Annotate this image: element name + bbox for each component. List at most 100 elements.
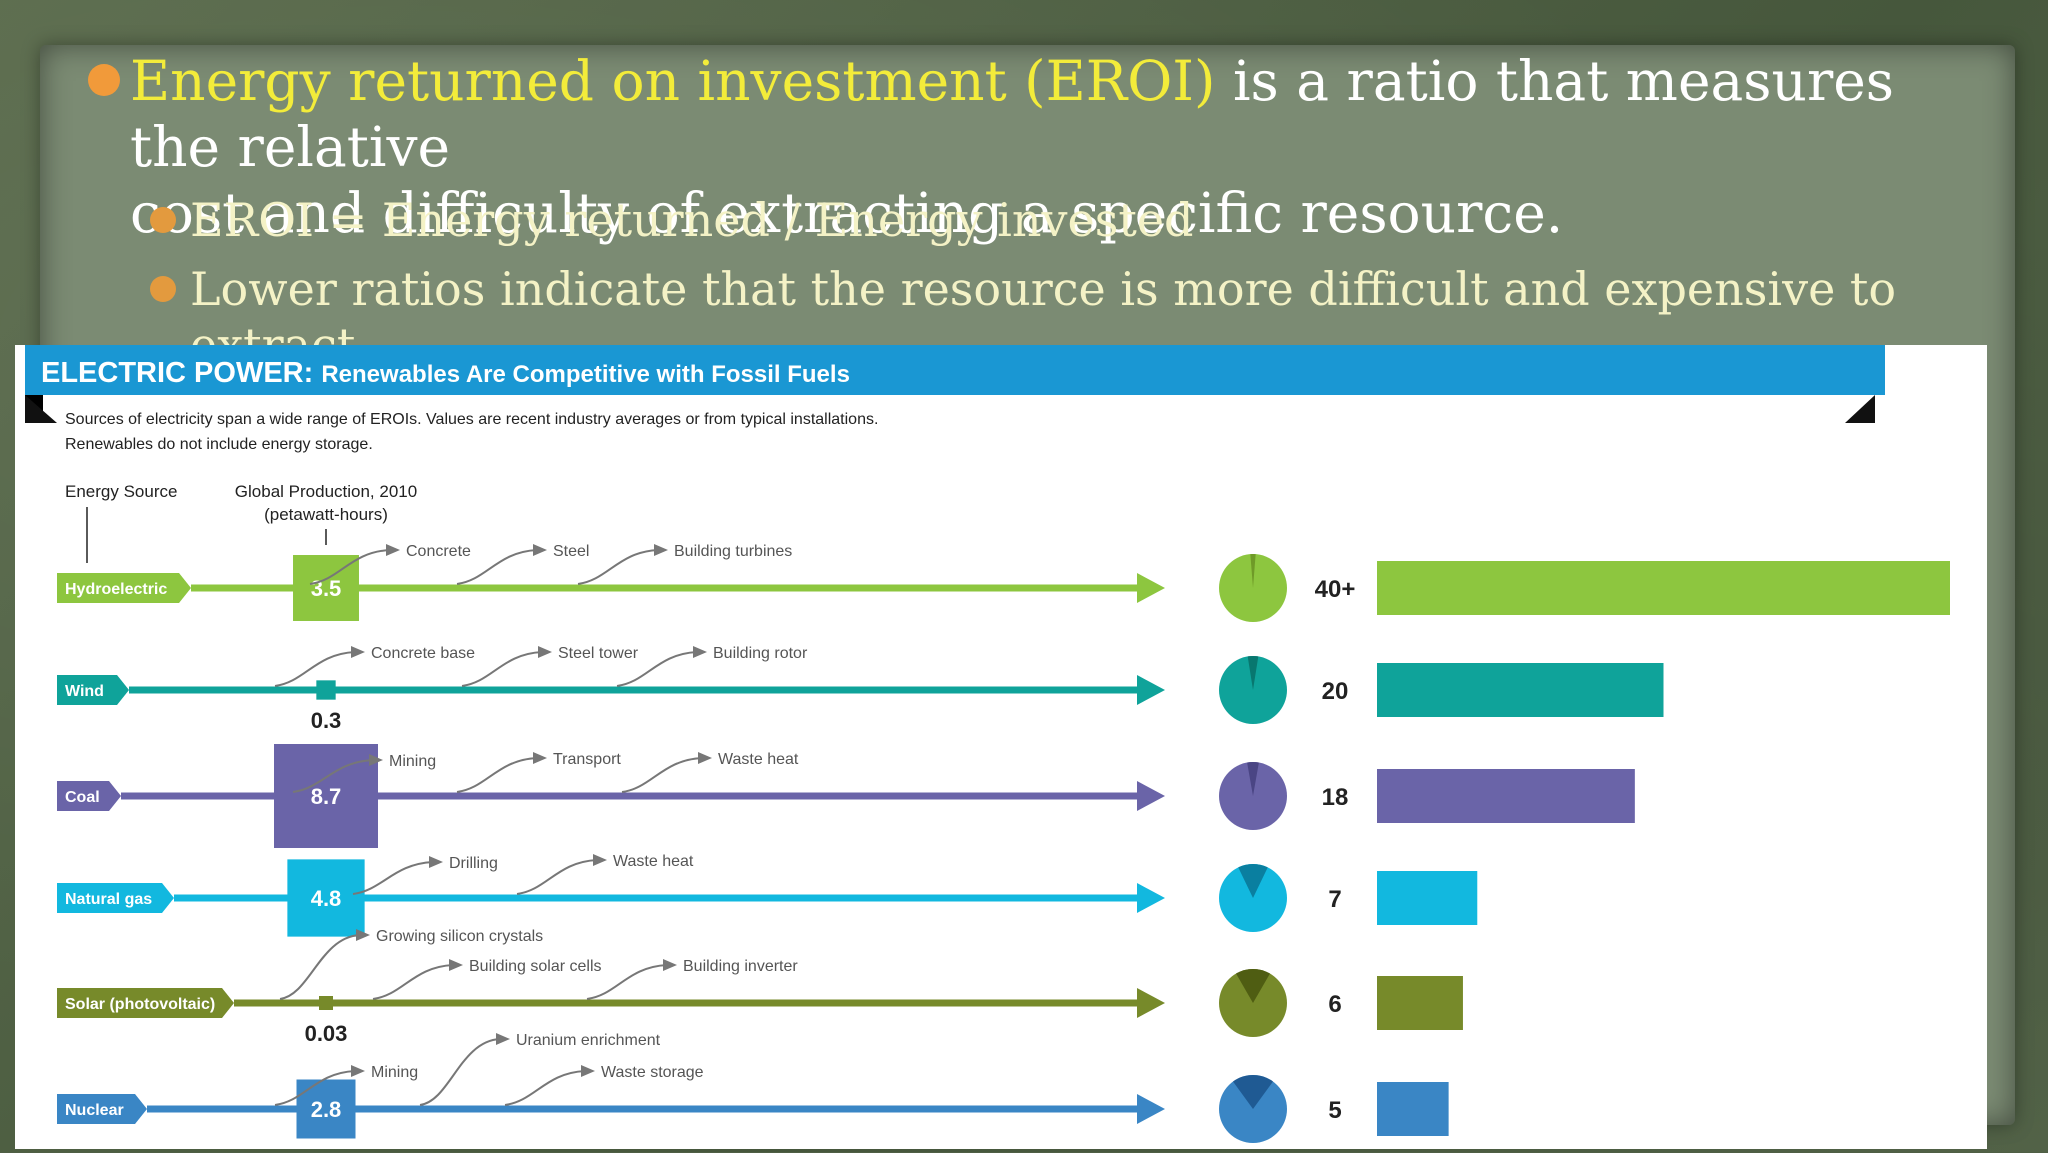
eroi-bar bbox=[1377, 1082, 1449, 1136]
flow-arrowhead bbox=[1137, 1094, 1165, 1124]
step-arrow bbox=[274, 651, 356, 687]
eroi-pie-slice bbox=[1238, 864, 1268, 898]
banner-right-tab bbox=[1845, 395, 1875, 423]
eroi-value: 5 bbox=[1328, 1097, 1341, 1124]
step-arrowhead bbox=[429, 856, 443, 868]
step-arrow bbox=[616, 651, 698, 687]
energy-row: Natural gas 4.8 Drilling Waste heat 7 bbox=[57, 853, 1478, 937]
process-step-label: Mining bbox=[389, 753, 436, 770]
col-header-production-unit: (petawatt-hours) bbox=[264, 505, 388, 524]
step-arrowhead bbox=[654, 544, 668, 556]
eroi-bar bbox=[1377, 561, 1950, 615]
process-step-label: Building turbines bbox=[674, 543, 792, 560]
process-step-label: Transport bbox=[553, 751, 621, 768]
banner bbox=[25, 345, 1885, 395]
process-step-label: Drilling bbox=[449, 855, 498, 872]
source-tag bbox=[57, 675, 129, 705]
process-step-label: Steel tower bbox=[558, 645, 639, 662]
flow-arrowhead bbox=[1137, 573, 1165, 603]
step-arrow bbox=[274, 1070, 356, 1106]
eroi-value: 20 bbox=[1322, 678, 1349, 705]
step-arrow bbox=[577, 549, 659, 585]
sub-bullet-dot-2 bbox=[150, 276, 176, 302]
production-value: 0.3 bbox=[311, 708, 342, 733]
step-arrowhead bbox=[356, 929, 370, 941]
chart-note-1: Sources of electricity span a wide range… bbox=[65, 411, 878, 428]
eroi-pie-slice bbox=[1233, 1075, 1273, 1109]
step-arrow bbox=[352, 861, 434, 895]
eroi-value: 7 bbox=[1328, 886, 1341, 913]
process-step-label: Mining bbox=[371, 1064, 418, 1081]
production-box bbox=[287, 859, 365, 937]
flow-arrowhead bbox=[1137, 675, 1165, 705]
step-arrowhead bbox=[449, 959, 463, 971]
production-value: 8.7 bbox=[311, 784, 342, 809]
bullet-dot bbox=[88, 64, 120, 96]
process-step-label: Building solar cells bbox=[469, 958, 602, 975]
step-arrowhead bbox=[533, 544, 547, 556]
process-step-label: Concrete bbox=[406, 543, 471, 560]
heading-line-2: cost and difficulty of extracting a spec… bbox=[130, 181, 1564, 245]
process-step-label: Waste storage bbox=[601, 1064, 704, 1081]
step-arrow bbox=[419, 1038, 501, 1106]
step-arrow bbox=[309, 549, 391, 585]
source-label: Coal bbox=[65, 789, 100, 806]
eroi-pie-slice bbox=[1250, 554, 1256, 588]
source-tag bbox=[57, 781, 121, 811]
process-step-label: Growing silicon crystals bbox=[376, 928, 543, 945]
step-arrow bbox=[456, 757, 538, 793]
step-arrowhead bbox=[698, 752, 712, 764]
main-bullet: Energy returned on investment (EROI) is … bbox=[88, 48, 1988, 246]
production-value: 4.8 bbox=[311, 886, 342, 911]
eroi-infographic: ELECTRIC POWER: Renewables Are Competiti… bbox=[15, 345, 1987, 1149]
step-arrow bbox=[456, 549, 538, 585]
eroi-bar bbox=[1377, 976, 1463, 1030]
production-box bbox=[296, 1079, 356, 1139]
step-arrow bbox=[279, 934, 361, 1000]
eroi-bar bbox=[1377, 769, 1635, 823]
source-tag bbox=[57, 988, 234, 1018]
step-arrowhead bbox=[369, 754, 383, 766]
source-tag bbox=[57, 883, 174, 913]
step-arrowhead bbox=[386, 544, 400, 556]
process-step-label: Building rotor bbox=[713, 645, 808, 662]
eroi-pie-slice bbox=[1247, 656, 1259, 690]
step-arrowhead bbox=[351, 646, 365, 658]
col-header-source: Energy Source bbox=[65, 482, 177, 501]
process-step-label: Uranium enrichment bbox=[516, 1032, 661, 1049]
process-step-label: Steel bbox=[553, 543, 589, 560]
process-step-label: Building inverter bbox=[683, 958, 798, 975]
sub-bullet-1: EROI = Energy returned / Energy invested bbox=[190, 193, 1194, 247]
step-arrow bbox=[292, 759, 374, 793]
eroi-pie-slice bbox=[1236, 969, 1270, 1003]
source-label: Hydroelectric bbox=[65, 581, 167, 598]
flow-arrowhead bbox=[1137, 988, 1165, 1018]
process-step-label: Concrete base bbox=[371, 645, 475, 662]
energy-row: Solar (photovoltaic) 0.03 Growing silicon … bbox=[57, 928, 1463, 1046]
source-tag bbox=[57, 1094, 147, 1124]
production-box bbox=[316, 680, 336, 700]
step-arrowhead bbox=[663, 959, 677, 971]
step-arrowhead bbox=[351, 1065, 365, 1077]
source-label: Natural gas bbox=[65, 891, 152, 908]
step-arrow bbox=[504, 1070, 586, 1106]
banner-title: ELECTRIC POWER: Renewables Are Competiti… bbox=[41, 357, 850, 389]
process-step-label: Waste heat bbox=[718, 751, 799, 768]
step-arrowhead bbox=[693, 646, 707, 658]
energy-row: Wind 0.3 Concrete base Steel tower Building … bbox=[57, 645, 1664, 733]
process-step-label: Waste heat bbox=[613, 853, 694, 870]
col-header-production: Global Production, 2010 bbox=[235, 482, 417, 501]
step-arrowhead bbox=[581, 1065, 595, 1077]
step-arrowhead bbox=[538, 646, 552, 658]
source-tag bbox=[57, 573, 191, 603]
banner-left-tab bbox=[25, 395, 57, 423]
eroi-value: 18 bbox=[1322, 784, 1349, 811]
eroi-bar bbox=[1377, 871, 1478, 925]
step-arrow bbox=[586, 964, 668, 1000]
step-arrow bbox=[621, 757, 703, 793]
step-arrow bbox=[461, 651, 543, 687]
flow-arrowhead bbox=[1137, 781, 1165, 811]
production-box bbox=[319, 996, 333, 1010]
step-arrowhead bbox=[593, 854, 607, 866]
